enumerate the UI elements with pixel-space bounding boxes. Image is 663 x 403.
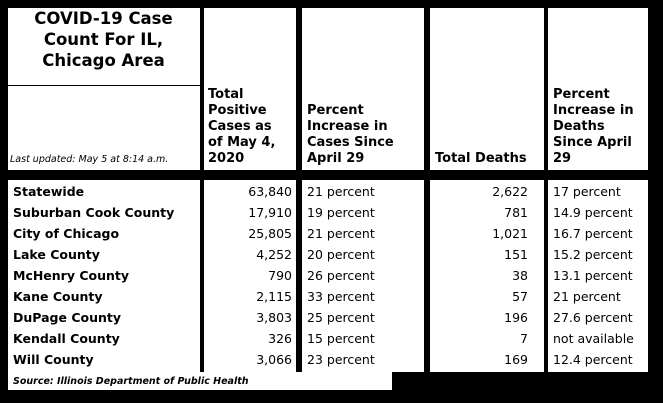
county-column-box (8, 180, 200, 372)
header-pct-deaths-box (548, 8, 648, 170)
pct-deaths-cell: 27.6 percent (553, 310, 633, 325)
pct-deaths-cell: 13.1 percent (553, 268, 633, 283)
pct-deaths-cell: 17 percent (553, 184, 621, 199)
title-box (8, 8, 200, 85)
county-cell: McHenry County (13, 268, 130, 283)
county-cell: Suburban Cook County (13, 205, 175, 220)
header-total-deaths-box (430, 8, 544, 170)
header-total-cases: Total Positive Cases as of May 4, 2020 (208, 87, 276, 166)
header-total-deaths: Total Deaths (435, 151, 527, 166)
pct-cases-cell: 21 percent (307, 184, 375, 199)
deaths-cell: 7 (520, 331, 528, 346)
county-cell: DuPage County (13, 310, 121, 325)
county-cell: Will County (13, 352, 94, 367)
source-box (8, 372, 392, 390)
deaths-cell: 57 (512, 289, 528, 304)
pct-deaths-cell: not available (553, 331, 634, 346)
deaths-cell: 196 (504, 310, 528, 325)
cases-cell: 3,066 (256, 352, 292, 367)
cases-cell: 326 (268, 331, 292, 346)
deaths-cell: 1,021 (492, 226, 528, 241)
cases-cell: 790 (268, 268, 292, 283)
county-cell: City of Chicago (13, 226, 120, 241)
pct-cases-cell: 25 percent (307, 310, 375, 325)
deaths-cell: 151 (504, 247, 528, 262)
deaths-cell: 169 (504, 352, 528, 367)
pct-cases-cell: 15 percent (307, 331, 375, 346)
county-cell: Kane County (13, 289, 103, 304)
pct-deaths-cell: 14.9 percent (553, 205, 633, 220)
cases-column-box (204, 180, 296, 372)
county-cell: Lake County (13, 247, 100, 262)
pct-deaths-column-box (548, 180, 648, 372)
pct-deaths-cell: 21 percent (553, 289, 621, 304)
table-title: COVID-19 Case Count For IL, Chicago Area (34, 9, 173, 70)
updated-box (8, 86, 200, 170)
deaths-cell: 2,622 (492, 184, 528, 199)
cases-cell: 4,252 (256, 247, 292, 262)
source-note: Source: Illinois Department of Public He… (13, 376, 249, 387)
county-cell: Statewide (13, 184, 85, 199)
deaths-cell: 38 (512, 268, 528, 283)
header-total-cases-box (204, 8, 296, 170)
cases-cell: 2,115 (256, 289, 292, 304)
header-pct-cases-box (302, 8, 424, 170)
county-cell: Kendall County (13, 331, 120, 346)
pct-cases-cell: 19 percent (307, 205, 375, 220)
cases-cell: 17,910 (248, 205, 292, 220)
pct-cases-cell: 20 percent (307, 247, 375, 262)
deaths-column-box (430, 180, 544, 372)
cases-cell: 25,805 (248, 226, 292, 241)
pct-deaths-cell: 16.7 percent (553, 226, 633, 241)
last-updated-text: Last updated: May 5 at 8:14 a.m. (10, 154, 169, 165)
deaths-cell: 781 (504, 205, 528, 220)
pct-deaths-cell: 12.4 percent (553, 352, 633, 367)
pct-deaths-cell: 15.2 percent (553, 247, 633, 262)
pct-cases-cell: 26 percent (307, 268, 375, 283)
cases-cell: 63,840 (248, 184, 292, 199)
pct-cases-column-box (302, 180, 424, 372)
header-pct-deaths: Percent Increase in Deaths Since April 2… (553, 87, 634, 166)
pct-cases-cell: 21 percent (307, 226, 375, 241)
pct-cases-cell: 23 percent (307, 352, 375, 367)
cases-cell: 3,803 (256, 310, 292, 325)
header-pct-cases: Percent Increase in Cases Since April 29 (307, 103, 394, 166)
pct-cases-cell: 33 percent (307, 289, 375, 304)
